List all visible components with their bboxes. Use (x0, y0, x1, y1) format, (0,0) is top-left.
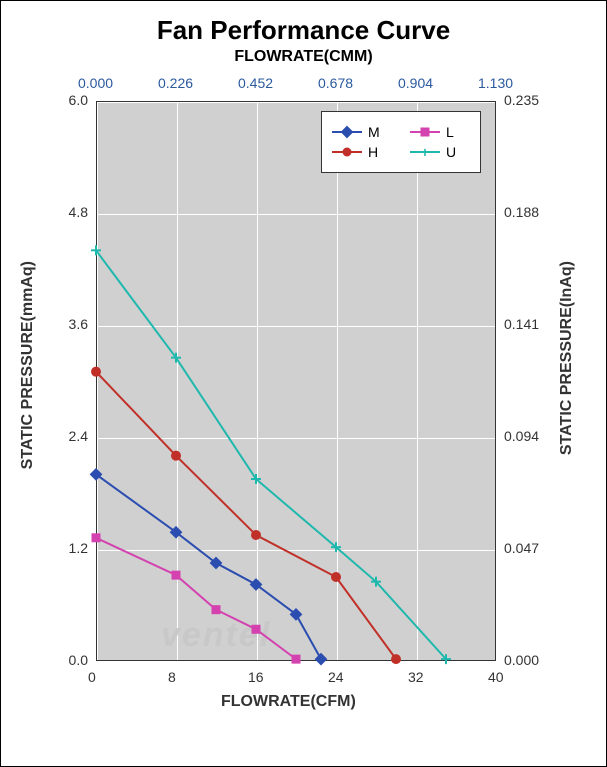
ytick-left: 1.2 (69, 540, 88, 556)
legend-label: U (446, 144, 456, 160)
grid-v (417, 102, 418, 660)
legend-label: M (368, 124, 380, 140)
grid-v (97, 102, 98, 660)
grid-h (97, 214, 495, 215)
ytick-right: 0.094 (504, 428, 539, 444)
xtick-top: 0.678 (318, 75, 353, 91)
chart-title: Fan Performance Curve (1, 1, 606, 46)
ytick-left: 6.0 (69, 92, 88, 108)
legend: MLH+U (321, 111, 481, 173)
y-axis-right-label: STATIC PRESSURE(InAq) (558, 261, 576, 455)
legend-item-H: H (332, 144, 392, 160)
circle-icon (343, 148, 352, 157)
xtick-bottom: 24 (328, 669, 344, 685)
xtick-bottom: 40 (488, 669, 504, 685)
legend-label: H (368, 144, 378, 160)
x-axis-bottom-label: FLOWRATE(CFM) (221, 693, 356, 711)
legend-item-L: L (410, 124, 470, 140)
plus-icon: + (421, 145, 429, 159)
grid-h (97, 102, 495, 103)
legend-row: H+U (332, 144, 470, 160)
grid-h (97, 438, 495, 439)
legend-row: ML (332, 124, 470, 140)
legend-line (332, 131, 362, 133)
grid-h (97, 662, 495, 663)
watermark: ventel (161, 616, 271, 655)
xtick-top: 0.452 (238, 75, 273, 91)
ytick-left: 4.8 (69, 204, 88, 220)
ytick-left: 3.6 (69, 316, 88, 332)
ytick-left: 0.0 (69, 652, 88, 668)
chart-container: Fan Performance Curve FLOWRATE(CMM) vent… (0, 0, 607, 767)
legend-line (410, 131, 440, 133)
xtick-top: 0.226 (158, 75, 193, 91)
legend-line: + (410, 151, 440, 153)
legend-line (332, 151, 362, 153)
ytick-left: 2.4 (69, 428, 88, 444)
xtick-top: 1.130 (478, 75, 513, 91)
plot-area (96, 101, 496, 661)
xtick-bottom: 0 (88, 669, 96, 685)
legend-item-U: +U (410, 144, 470, 160)
xtick-bottom: 32 (408, 669, 424, 685)
grid-v (177, 102, 178, 660)
diamond-icon (341, 126, 354, 139)
grid-h (97, 326, 495, 327)
xtick-bottom: 16 (248, 669, 264, 685)
chart-wrap: ventel08162432400.0000.2260.4520.6780.90… (1, 61, 607, 761)
xtick-top: 0.000 (78, 75, 113, 91)
ytick-right: 0.047 (504, 540, 539, 556)
grid-h (97, 550, 495, 551)
ytick-right: 0.141 (504, 316, 539, 332)
square-icon (421, 128, 430, 137)
grid-v (497, 102, 498, 660)
legend-label: L (446, 124, 454, 140)
xtick-top: 0.904 (398, 75, 433, 91)
ytick-right: 0.000 (504, 652, 539, 668)
legend-item-M: M (332, 124, 392, 140)
y-axis-left-label: STATIC PRESSURE(mmAq) (19, 261, 37, 469)
ytick-right: 0.235 (504, 92, 539, 108)
grid-v (257, 102, 258, 660)
ytick-right: 0.188 (504, 204, 539, 220)
xtick-bottom: 8 (168, 669, 176, 685)
grid-v (337, 102, 338, 660)
